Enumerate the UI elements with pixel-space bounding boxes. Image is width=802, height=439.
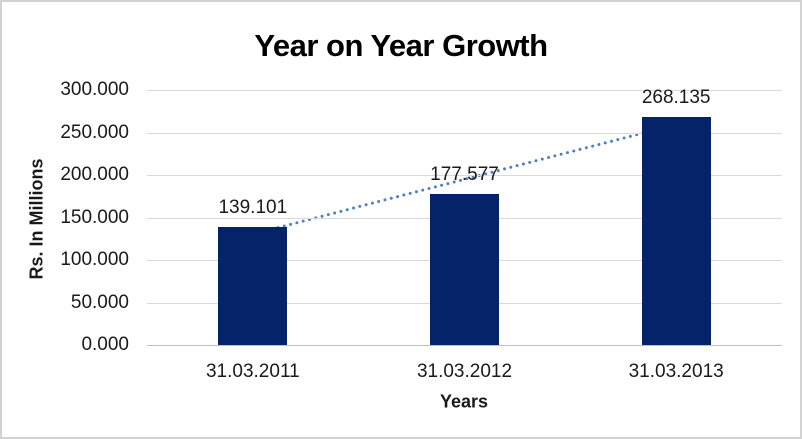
y-tick-label: 50.000 — [70, 291, 129, 313]
x-tick-label: 31.03.2011 — [205, 361, 300, 382]
y-tick-label: 250.000 — [60, 121, 129, 143]
y-tick-label: 100.000 — [60, 249, 129, 270]
x-tick-label: 31.03.2013 — [628, 361, 724, 382]
data-label: 268.135 — [641, 87, 711, 109]
y-tick-label: 300.000 — [60, 79, 129, 100]
bar-31.03.2013 — [641, 117, 711, 345]
data-label: 139.101 — [218, 196, 288, 218]
y-tick-label: 200.000 — [60, 164, 129, 185]
chart-title: Year on Year Growth — [254, 28, 548, 63]
gridline — [147, 175, 782, 176]
gridline — [147, 132, 782, 134]
y-tick-label: 0.000 — [81, 334, 129, 355]
x-tick-label: 31.03.2012 — [416, 361, 513, 382]
gridline — [147, 90, 782, 91]
bar-31.03.2012 — [430, 194, 499, 345]
x-axis-title: Years — [439, 391, 489, 412]
bar-31.03.2011 — [218, 226, 288, 345]
y-tick-label: 150.000 — [60, 206, 129, 228]
x-axis-line — [147, 345, 782, 346]
y-axis-title: Rs. In Millions — [26, 158, 47, 280]
data-label: 177.577 — [430, 164, 499, 186]
plot-area: 0.000 50.000 100.000 150.000 200.000 250.000 3… — [60, 79, 782, 382]
